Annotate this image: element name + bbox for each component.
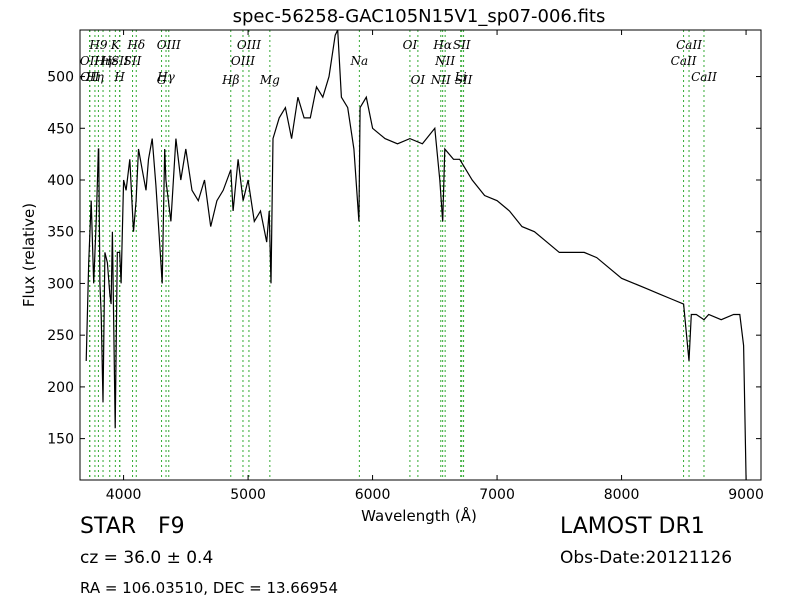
line-label-7: H: [113, 70, 125, 84]
line-label-24: Li: [454, 70, 467, 84]
line-label-13: OIII: [157, 38, 181, 52]
y-tick-label-4: 350: [47, 225, 74, 241]
survey-name: LAMOST DR1: [560, 514, 705, 539]
line-label-16: OIII: [237, 38, 261, 52]
line-label-1: OII: [80, 70, 100, 84]
y-tick-label-2: 250: [47, 328, 74, 344]
x-tick-label-1: 5000: [230, 487, 266, 503]
spectrum-series: [85, 29, 747, 481]
line-label-11: G: [157, 73, 167, 87]
line-label-2: Hη: [85, 70, 104, 84]
y-tick-label-7: 500: [47, 70, 74, 86]
line-label-8: SII: [111, 54, 129, 68]
x-tick-label-3: 7000: [479, 487, 515, 503]
y-axis-label: Flux (relative): [20, 203, 38, 307]
x-tick-label-5: 9000: [728, 487, 764, 503]
x-axis: 4000 5000 6000 7000 8000 9000: [106, 30, 764, 503]
chart-title: spec-56258-GAC105N15V1_sp07-006.fits: [233, 6, 606, 27]
line-label-15: OIII: [231, 54, 255, 68]
x-axis-label: Wavelength (Å): [361, 506, 477, 525]
line-label-22: Hα: [432, 38, 452, 52]
line-label-23: NII: [434, 54, 455, 68]
line-label-9: SII: [124, 54, 142, 68]
x-tick-label-4: 8000: [604, 487, 640, 503]
line-label-5: Hε: [100, 54, 118, 68]
line-label-6: K: [110, 38, 121, 52]
line-label-26: SII: [455, 73, 473, 87]
y-axis: 150 200 250 300 350 400 450 500: [47, 70, 761, 448]
line-label-29: CaII: [691, 70, 717, 84]
line-label-28: CaII: [676, 38, 702, 52]
line-labels: OIIOIIHηH9HηHεKHSIISIIHδGHγOIIIHβOIIIOII…: [80, 38, 717, 87]
line-label-17: Mg: [259, 73, 280, 87]
spectrum-line-0: [85, 29, 747, 481]
line-label-19: OI: [403, 38, 418, 52]
y-tick-label-6: 450: [47, 121, 74, 137]
x-tick-label-0: 4000: [106, 487, 142, 503]
object-subclass: F9: [158, 514, 185, 539]
redshift-cz: cz = 36.0 ± 0.4: [80, 548, 214, 568]
line-label-4: Hη: [93, 54, 112, 68]
line-label-20: OI: [411, 73, 426, 87]
y-tick-label-1: 200: [47, 380, 74, 396]
ra-dec: RA = 106.03510, DEC = 13.66954: [80, 579, 339, 597]
x-tick-label-2: 6000: [355, 487, 391, 503]
line-label-25: SII: [453, 38, 471, 52]
line-label-0: OII: [80, 54, 100, 68]
line-label-12: Hγ: [156, 70, 175, 84]
y-tick-label-0: 150: [47, 432, 74, 448]
line-label-14: Hβ: [221, 73, 239, 87]
y-tick-label-3: 300: [47, 276, 74, 292]
y-tick-label-5: 400: [47, 173, 74, 189]
obs-date: Obs-Date:20121126: [560, 548, 733, 568]
line-label-18: Na: [350, 54, 369, 68]
plot-frame: [79, 29, 762, 481]
object-class: STAR: [80, 514, 137, 539]
line-label-21: NII: [430, 73, 451, 87]
line-label-10: Hδ: [126, 38, 145, 52]
line-label-3: H9: [88, 38, 107, 52]
line-label-27: CaII: [671, 54, 697, 68]
line-markers: [89, 30, 705, 480]
